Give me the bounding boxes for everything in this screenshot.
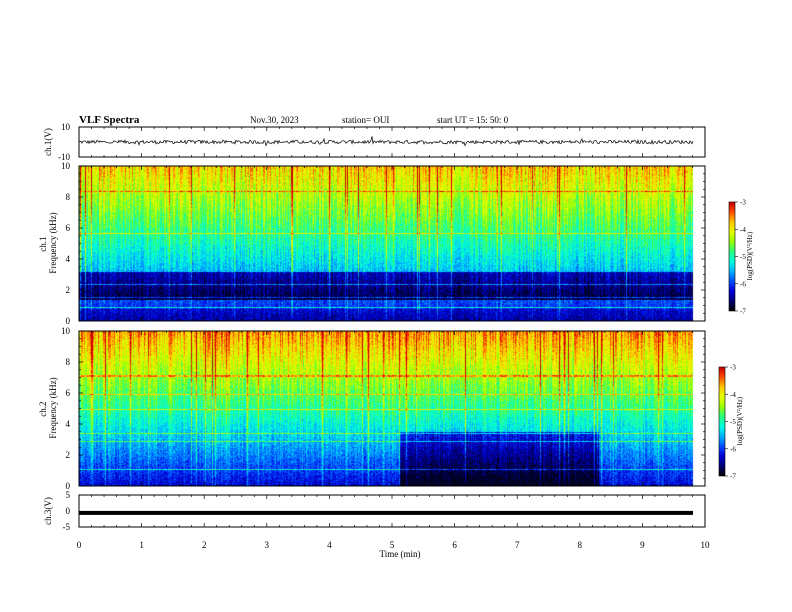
ch2-spectrogram-canvas-wrap [79, 331, 705, 486]
ch2-spectrogram-panel: 0 2 4 6 8 10 ch.2 Frequency (kHz) -3 -4 -5… [38, 326, 744, 491]
ch2-ytick-0: 0 [66, 481, 71, 491]
ch1-spectrogram-panel: 0 2 4 6 8 10 ch.1 Frequency (kHz) -3 -4 -5… [38, 161, 754, 326]
x-tick-label: 2 [202, 540, 207, 550]
ch1-spectrogram-heatmap [79, 166, 705, 321]
x-axis-tick-labels: 0 1 2 3 4 5 6 7 8 9 10 [77, 540, 710, 550]
ch1-ytick-0: 0 [66, 316, 71, 326]
ch2-colorbar-wrap [719, 367, 725, 476]
ch1-ytick-6: 6 [66, 223, 71, 233]
colorbar-tick-label: -7 [740, 308, 746, 316]
ch3-ytick-bottom: -5 [63, 522, 71, 532]
ch3-ytick-mid: 0 [66, 506, 71, 516]
colorbar-tick-label: -3 [740, 199, 746, 207]
ch1-ytick-2: 2 [66, 285, 71, 295]
ch2-ytick-8: 8 [66, 357, 71, 367]
axis-tick-marks [78, 127, 706, 527]
ch2-colorbar-label: log(PSD)(V²/Hz) [736, 396, 744, 445]
ch1-ylabel: ch.1(V) [43, 128, 53, 156]
ch1-ylabel-line1: ch.1 [38, 237, 48, 252]
x-tick-label: 6 [452, 540, 457, 550]
ch2-colorbar [719, 367, 725, 476]
ch2-colorbar-ticks: -3 -4 -5 -6 -7 [725, 364, 736, 481]
date-label: Nov.30, 2023 [250, 115, 299, 125]
ch3-ytick-top: 5 [66, 490, 71, 500]
x-tick-label: 3 [265, 540, 270, 550]
ch2-ylabel-line1: ch.2 [38, 402, 48, 417]
x-tick-label: 0 [77, 540, 82, 550]
x-axis-label: Time (min) [380, 549, 421, 559]
colorbar-tick-label: -5 [730, 418, 736, 426]
x-tick-label: 7 [515, 540, 520, 550]
x-tick-label: 4 [327, 540, 332, 550]
ch1-ytick-bottom: -10 [58, 152, 70, 162]
ch2-spectrogram-heatmap [79, 331, 705, 486]
x-tick-label: 10 [701, 540, 711, 550]
x-tick-label: 9 [640, 540, 645, 550]
ch1-colorbar-wrap [729, 202, 735, 311]
figure-title: VLF Spectra [79, 114, 140, 126]
ch3-waveform-trace [79, 510, 693, 515]
ch1-waveform-panel: 10 -10 ch.1(V) [43, 122, 706, 162]
ch1-ytick-top: 10 [61, 122, 71, 132]
ch2-ytick-6: 6 [66, 388, 71, 398]
ch2-spectrogram-ylabel: ch.2 Frequency (kHz) [38, 377, 58, 438]
ch1-ylabel-line2: Frequency (kHz) [48, 212, 58, 273]
ch1-spectrogram-ylabel: ch.1 Frequency (kHz) [38, 212, 58, 273]
ch1-ytick-10: 10 [61, 161, 71, 171]
ch2-spectrogram-yticks: 0 2 4 6 8 10 [61, 326, 71, 491]
ch1-spectrogram-canvas-wrap [79, 166, 705, 321]
ch1-ytick-8: 8 [66, 192, 71, 202]
colorbar-tick-label: -6 [740, 280, 746, 288]
ch1-colorbar-label: log(PSD)(V²/Hz) [746, 231, 754, 280]
colorbar-tick-label: -7 [730, 473, 736, 481]
x-tick-label: 8 [578, 540, 583, 550]
ch1-colorbar-ticks: -3 -4 -5 -6 -7 [735, 199, 746, 316]
colorbar-tick-label: -4 [730, 391, 736, 399]
station-label: station= OUI [342, 115, 389, 125]
colorbar-tick-label: -3 [730, 364, 736, 372]
ch2-ytick-2: 2 [66, 450, 71, 460]
colorbar-tick-label: -6 [730, 445, 736, 453]
start-time-label: start UT = 15: 50: 0 [437, 115, 509, 125]
ch1-ytick-4: 4 [66, 254, 71, 264]
ch2-ytick-10: 10 [61, 326, 71, 336]
ch1-spectrogram-yticks: 0 2 4 6 8 10 [61, 161, 71, 326]
ch2-ytick-4: 4 [66, 419, 71, 429]
ch1-waveform-trace [78, 136, 694, 147]
colorbar-tick-label: -4 [740, 226, 746, 234]
ch3-ylabel: ch.3(V) [43, 497, 53, 525]
ch1-colorbar [729, 202, 735, 311]
ch3-waveform-panel: 5 0 -5 ch.3(V) [43, 490, 706, 532]
ch2-ylabel-line2: Frequency (kHz) [48, 377, 58, 438]
x-tick-label: 5 [390, 540, 395, 550]
colorbar-tick-label: -5 [740, 253, 746, 261]
x-tick-label: 1 [139, 540, 144, 550]
